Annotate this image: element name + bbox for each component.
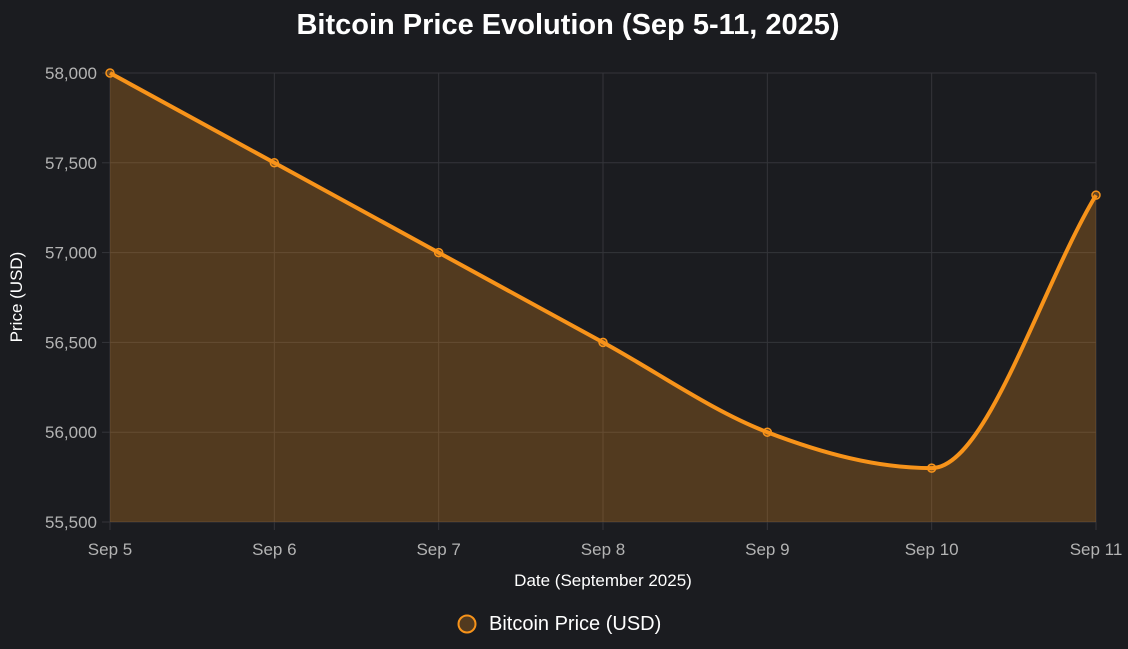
x-tick-label: Sep 7 <box>416 540 460 559</box>
legend-swatch[interactable] <box>457 614 477 634</box>
y-tick-label: 56,500 <box>45 333 97 352</box>
y-tick-label: 55,500 <box>45 513 97 532</box>
y-tick-label: 57,000 <box>45 244 97 263</box>
x-tick-label: Sep 8 <box>581 540 625 559</box>
grid-layer <box>109 72 1097 523</box>
series-line <box>109 71 1098 471</box>
y-tick-label: 56,000 <box>45 423 97 442</box>
y-axis-label: Price (USD) <box>7 252 26 343</box>
data-point-sep-6[interactable] <box>269 158 280 168</box>
chart-title: Bitcoin Price Evolution (Sep 5-11, 2025) <box>296 9 839 41</box>
data-point-sep-5[interactable] <box>105 68 115 78</box>
legend-label[interactable]: Bitcoin Price (USD) <box>489 613 661 635</box>
x-axis-ticks: Sep 5 Sep 6 Sep 7 Sep 8 Sep 9 Sep 10 Sep 11 <box>88 522 1123 559</box>
series-area-fill <box>110 73 1096 522</box>
data-point-sep-11[interactable] <box>1091 190 1101 200</box>
data-point-sep-9[interactable] <box>762 427 773 437</box>
series-layer <box>105 68 1101 522</box>
data-point-sep-7[interactable] <box>433 247 444 258</box>
y-axis-ticks: 55,500 56,000 56,500 57,000 57,500 58,000 <box>45 64 110 532</box>
data-point-sep-10[interactable] <box>926 463 937 473</box>
x-axis-label: Date (September 2025) <box>514 571 692 590</box>
legend[interactable]: Bitcoin Price (USD) <box>457 613 662 635</box>
x-tick-label: Sep 9 <box>745 540 789 559</box>
x-tick-label: Sep 6 <box>252 540 296 559</box>
data-point-sep-8[interactable] <box>598 337 608 348</box>
x-tick-label: Sep 11 <box>1070 540 1123 559</box>
x-tick-label: Sep 5 <box>88 540 132 559</box>
y-tick-label: 57,500 <box>45 154 97 173</box>
y-tick-label: 58,000 <box>45 64 97 83</box>
x-tick-label: Sep 10 <box>905 540 959 559</box>
